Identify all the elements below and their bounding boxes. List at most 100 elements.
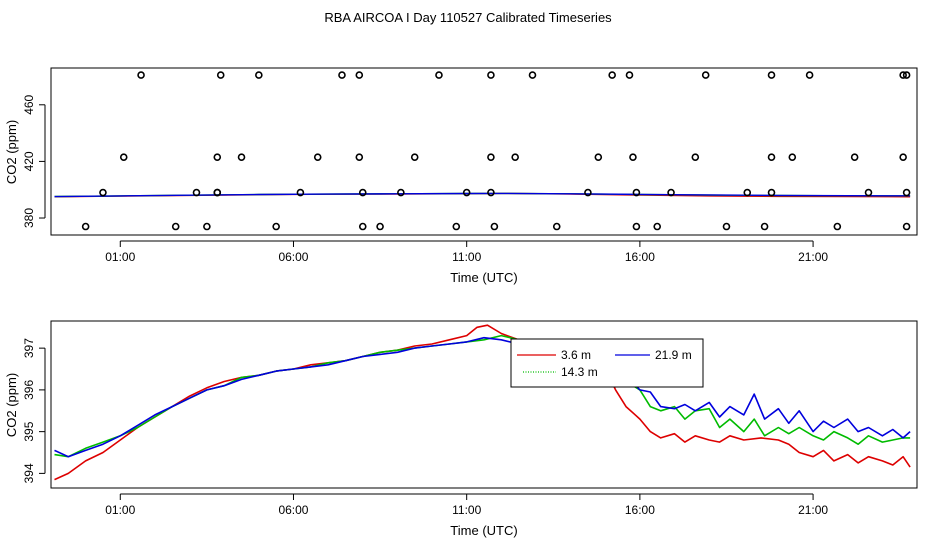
legend: 3.6 m 21.9 m 14.3 m [510,338,704,388]
calibration-point [487,71,495,79]
p1-y-tick-label: 396 [22,380,36,400]
p0-x-tick-label: 01:00 [105,250,135,264]
calibration-point [376,222,384,231]
calibration-point [358,188,367,197]
timeseries-plot-frame [50,320,918,489]
p1-series-21-9-m [54,336,911,458]
calibration-point [850,153,859,161]
calibration-point [722,222,731,231]
calibration-point [691,153,700,161]
calibration-point [767,71,776,79]
calibration-point [119,153,128,161]
calibration-x-axis: 01:00 06:00 11:00 16:00 21:00 [105,240,828,264]
p1-x-tick-label: 11:00 [452,503,481,517]
p0-x-tick-label: 21:00 [798,250,828,264]
p1-x-tick-label: 06:00 [278,503,308,517]
calibration-point [833,222,842,231]
calibration-point [632,188,641,197]
calibration-point [355,153,364,161]
calibration-point [237,153,246,161]
calibration-point [653,222,662,231]
calibration-point [788,153,797,161]
calibration-point [767,153,776,161]
calibration-point [137,71,145,79]
calibration-point [902,71,911,79]
calibration-point [81,222,90,231]
calibration-x-axis-label: Time (UTC) [450,270,517,285]
calibration-point [701,71,710,79]
calibration-point [296,188,305,197]
timeseries-series [54,324,911,481]
calibration-point [272,222,280,231]
p1-x-tick-label: 01:00 [105,503,135,517]
calibration-point [213,153,222,161]
calibration-point [629,153,637,161]
timeseries-y-axis: 394 395 396 397 [22,338,46,483]
calibration-point [435,71,443,79]
timeseries-panel: 01:00 06:00 11:00 16:00 21:00 394 395 396 397 T… [4,320,918,538]
calibration-point [667,188,675,197]
legend-box [510,338,704,388]
p0-y-tick-label: 460 [22,94,36,114]
calibration-point [171,222,180,231]
calibration-point [358,222,367,231]
calibration-point [410,153,419,161]
calibration-point [338,71,346,79]
calibration-series [54,192,911,198]
calibration-y-axis: 380 420 460 [22,94,46,228]
calibration-point [767,188,776,197]
chart-title: RBA AIRCOA I Day 110527 Calibrated Times… [324,10,612,25]
calibration-point [864,188,873,197]
calibration-point [203,222,211,231]
p0-y-tick-label: 420 [22,151,36,171]
calibration-point [608,71,616,79]
calibration-point [528,71,537,79]
p0-x-tick-label: 16:00 [625,250,655,264]
calibration-point [743,188,752,197]
calibration-point [511,153,519,161]
legend-label-3-6m: 3.6 m [561,348,591,362]
calibration-point [625,71,634,79]
calibration-point [213,188,222,197]
timeseries-x-axis-label: Time (UTC) [450,523,517,538]
calibration-point [487,153,495,161]
calibration-point [452,222,461,231]
p0-y-tick-label: 380 [22,208,36,228]
calibration-point [552,222,561,231]
calibration-y-axis-label: CO2 (ppm) [4,120,19,184]
p1-series-3-6-m [54,324,911,481]
p0-series-2 [54,192,911,198]
calibration-point [355,71,364,79]
calibration-panel: 01:00 06:00 11:00 16:00 21:00 380 420 460 Time… [4,67,918,285]
legend-label-14-3m: 14.3 m [561,365,598,379]
calibration-point [902,222,911,231]
p0-x-tick-label: 06:00 [278,250,308,264]
calibration-point [487,188,495,197]
calibration-point [313,153,322,161]
calibration-point [594,153,603,161]
calibration-points [81,71,911,231]
calibration-point [899,153,907,161]
calibration-point [99,188,107,197]
calibration-point [397,188,405,197]
p0-x-tick-label: 11:00 [452,250,481,264]
calibration-point [216,71,225,79]
timeseries-y-axis-label: CO2 (ppm) [4,373,19,437]
calibration-point [192,188,201,197]
p1-y-tick-label: 394 [22,463,36,483]
calibration-plot-frame [50,67,918,236]
p1-series-14-3-m [54,334,911,458]
p1-x-tick-label: 16:00 [625,503,655,517]
calibration-point [462,188,471,197]
legend-label-21-9m: 21.9 m [655,348,692,362]
calibration-point [899,71,907,79]
p1-y-tick-label: 397 [22,338,36,358]
calibration-point [902,188,911,197]
p1-y-tick-label: 395 [22,421,36,441]
calibration-point [805,71,814,79]
timeseries-x-axis: 01:00 06:00 11:00 16:00 21:00 [105,493,828,517]
calibration-point [490,222,499,231]
calibration-point [255,71,263,79]
p1-x-tick-label: 21:00 [798,503,828,517]
